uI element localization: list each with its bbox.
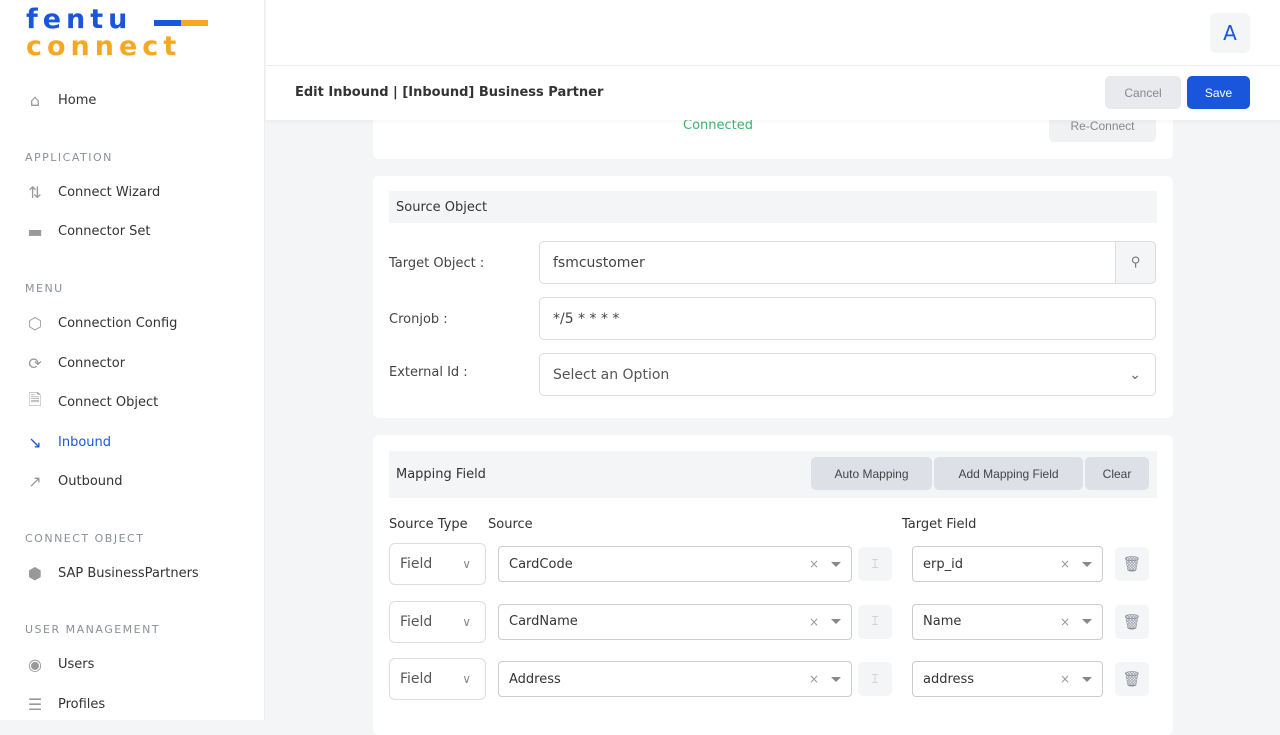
target-field-select[interactable]: Name × bbox=[912, 603, 1103, 640]
connection-status: Connected bbox=[683, 118, 754, 133]
trash-icon[interactable]: 🗑 bbox=[1115, 662, 1149, 696]
sidebar-item-inbound[interactable]: ↘ Inbound bbox=[25, 432, 255, 452]
arrow-down-right-circle-icon: ↘ bbox=[28, 432, 42, 452]
target-object-input[interactable]: fsmcustomer bbox=[539, 241, 1116, 284]
cube-icon: ⬢ bbox=[28, 563, 42, 583]
sidebar-item-connector-set[interactable]: ▬ Connector Set bbox=[25, 221, 255, 241]
trash-icon[interactable]: 🗑 bbox=[1115, 547, 1149, 581]
sidebar-item-home[interactable]: ⌂ Home bbox=[25, 90, 255, 110]
caret-down-icon bbox=[1082, 619, 1092, 624]
formula-icon[interactable]: ⌶ bbox=[858, 662, 892, 696]
refresh-icon: ⟳ bbox=[28, 353, 42, 373]
sidebar-item-connection-config[interactable]: ⬡ Connection Config bbox=[25, 313, 255, 333]
source-object-header: Source Object bbox=[389, 191, 1157, 223]
caret-down-icon bbox=[831, 561, 841, 567]
external-id-select[interactable]: Select an Option ⌄ bbox=[539, 353, 1156, 396]
chevron-down-icon: ∨ bbox=[462, 614, 471, 629]
user-icon: ◉ bbox=[28, 654, 42, 674]
arrow-up-right-circle-icon: ↗ bbox=[28, 471, 42, 491]
formula-icon[interactable]: ⌶ bbox=[858, 604, 892, 639]
source-select[interactable]: Address × bbox=[498, 661, 852, 697]
clear-icon[interactable]: × bbox=[808, 557, 819, 571]
logo[interactable]: fentu connect bbox=[26, 6, 208, 60]
caret-down-icon bbox=[1082, 676, 1092, 682]
chevron-down-icon: ⌄ bbox=[1129, 366, 1141, 383]
section-application: APPLICATION bbox=[25, 151, 113, 164]
arrows-updown-icon: ⇅ bbox=[28, 182, 42, 202]
cubes-icon: ⬡ bbox=[28, 313, 42, 333]
caret-down-icon bbox=[831, 676, 841, 682]
caret-down-icon bbox=[831, 619, 841, 624]
avatar[interactable]: A bbox=[1210, 13, 1250, 53]
document-icon: 🗎 bbox=[28, 389, 42, 409]
add-mapping-field-button[interactable]: Add Mapping Field bbox=[934, 457, 1083, 490]
source-type-select[interactable]: Field ∨ bbox=[389, 600, 486, 643]
section-user-management: USER MANAGEMENT bbox=[25, 623, 161, 636]
formula-icon[interactable]: ⌶ bbox=[858, 547, 892, 581]
list-icon: ☰ bbox=[27, 694, 43, 714]
caret-down-icon bbox=[1082, 561, 1092, 567]
chevron-down-icon: ∨ bbox=[462, 557, 471, 571]
mapping-card: Mapping Field Auto Mapping Add Mapping F… bbox=[373, 435, 1173, 735]
folder-icon: ▬ bbox=[27, 221, 43, 241]
sidebar-item-users[interactable]: ◉ Users bbox=[25, 654, 255, 674]
clear-icon[interactable]: × bbox=[808, 614, 819, 629]
top-bar: A bbox=[266, 0, 1280, 66]
home-icon: ⌂ bbox=[29, 90, 41, 110]
sidebar-item-outbound[interactable]: ↗ Outbound bbox=[25, 471, 255, 491]
source-object-card: Source Object Target Object : fsmcustome… bbox=[373, 176, 1173, 418]
page-title: Edit Inbound | [Inbound] Business Partne… bbox=[295, 85, 604, 100]
cancel-button[interactable]: Cancel bbox=[1105, 76, 1181, 109]
trash-icon[interactable]: 🗑 bbox=[1115, 604, 1149, 639]
page-header: Edit Inbound | [Inbound] Business Partne… bbox=[266, 66, 1280, 120]
sidebar-item-connect-wizard[interactable]: ⇅ Connect Wizard bbox=[25, 182, 255, 202]
auto-mapping-button[interactable]: Auto Mapping bbox=[811, 457, 932, 490]
chevron-down-icon: ∨ bbox=[462, 672, 471, 686]
clear-icon[interactable]: × bbox=[808, 672, 819, 686]
sidebar-item-connector[interactable]: ⟳ Connector bbox=[25, 353, 255, 373]
clear-button[interactable]: Clear bbox=[1085, 457, 1149, 490]
clear-icon[interactable]: × bbox=[1059, 557, 1070, 571]
clear-icon[interactable]: × bbox=[1059, 614, 1070, 629]
cronjob-input[interactable]: */5 * * * * bbox=[539, 297, 1156, 340]
search-icon[interactable]: ⚲ bbox=[1115, 241, 1156, 284]
sidebar-item-sap-businesspartners[interactable]: ⬢ SAP BusinessPartners bbox=[25, 563, 255, 583]
sidebar: fentu connect ⌂ Home APPLICATION ⇅ Connect… bbox=[0, 0, 265, 720]
source-type-select[interactable]: Field ∨ bbox=[389, 658, 486, 700]
clear-icon[interactable]: × bbox=[1059, 672, 1070, 686]
source-select[interactable]: CardCode × bbox=[498, 546, 852, 582]
section-connect-object: CONNECT OBJECT bbox=[25, 532, 145, 545]
source-type-select[interactable]: Field ∨ bbox=[389, 543, 486, 585]
section-menu: MENU bbox=[25, 282, 64, 295]
target-field-select[interactable]: erp_id × bbox=[912, 546, 1103, 582]
sidebar-item-connect-object[interactable]: 🗎 Connect Object bbox=[25, 389, 255, 412]
save-button[interactable]: Save bbox=[1187, 76, 1250, 109]
source-select[interactable]: CardName × bbox=[498, 603, 852, 640]
sidebar-item-profiles[interactable]: ☰ Profiles bbox=[25, 694, 255, 714]
target-field-select[interactable]: address × bbox=[912, 661, 1103, 697]
